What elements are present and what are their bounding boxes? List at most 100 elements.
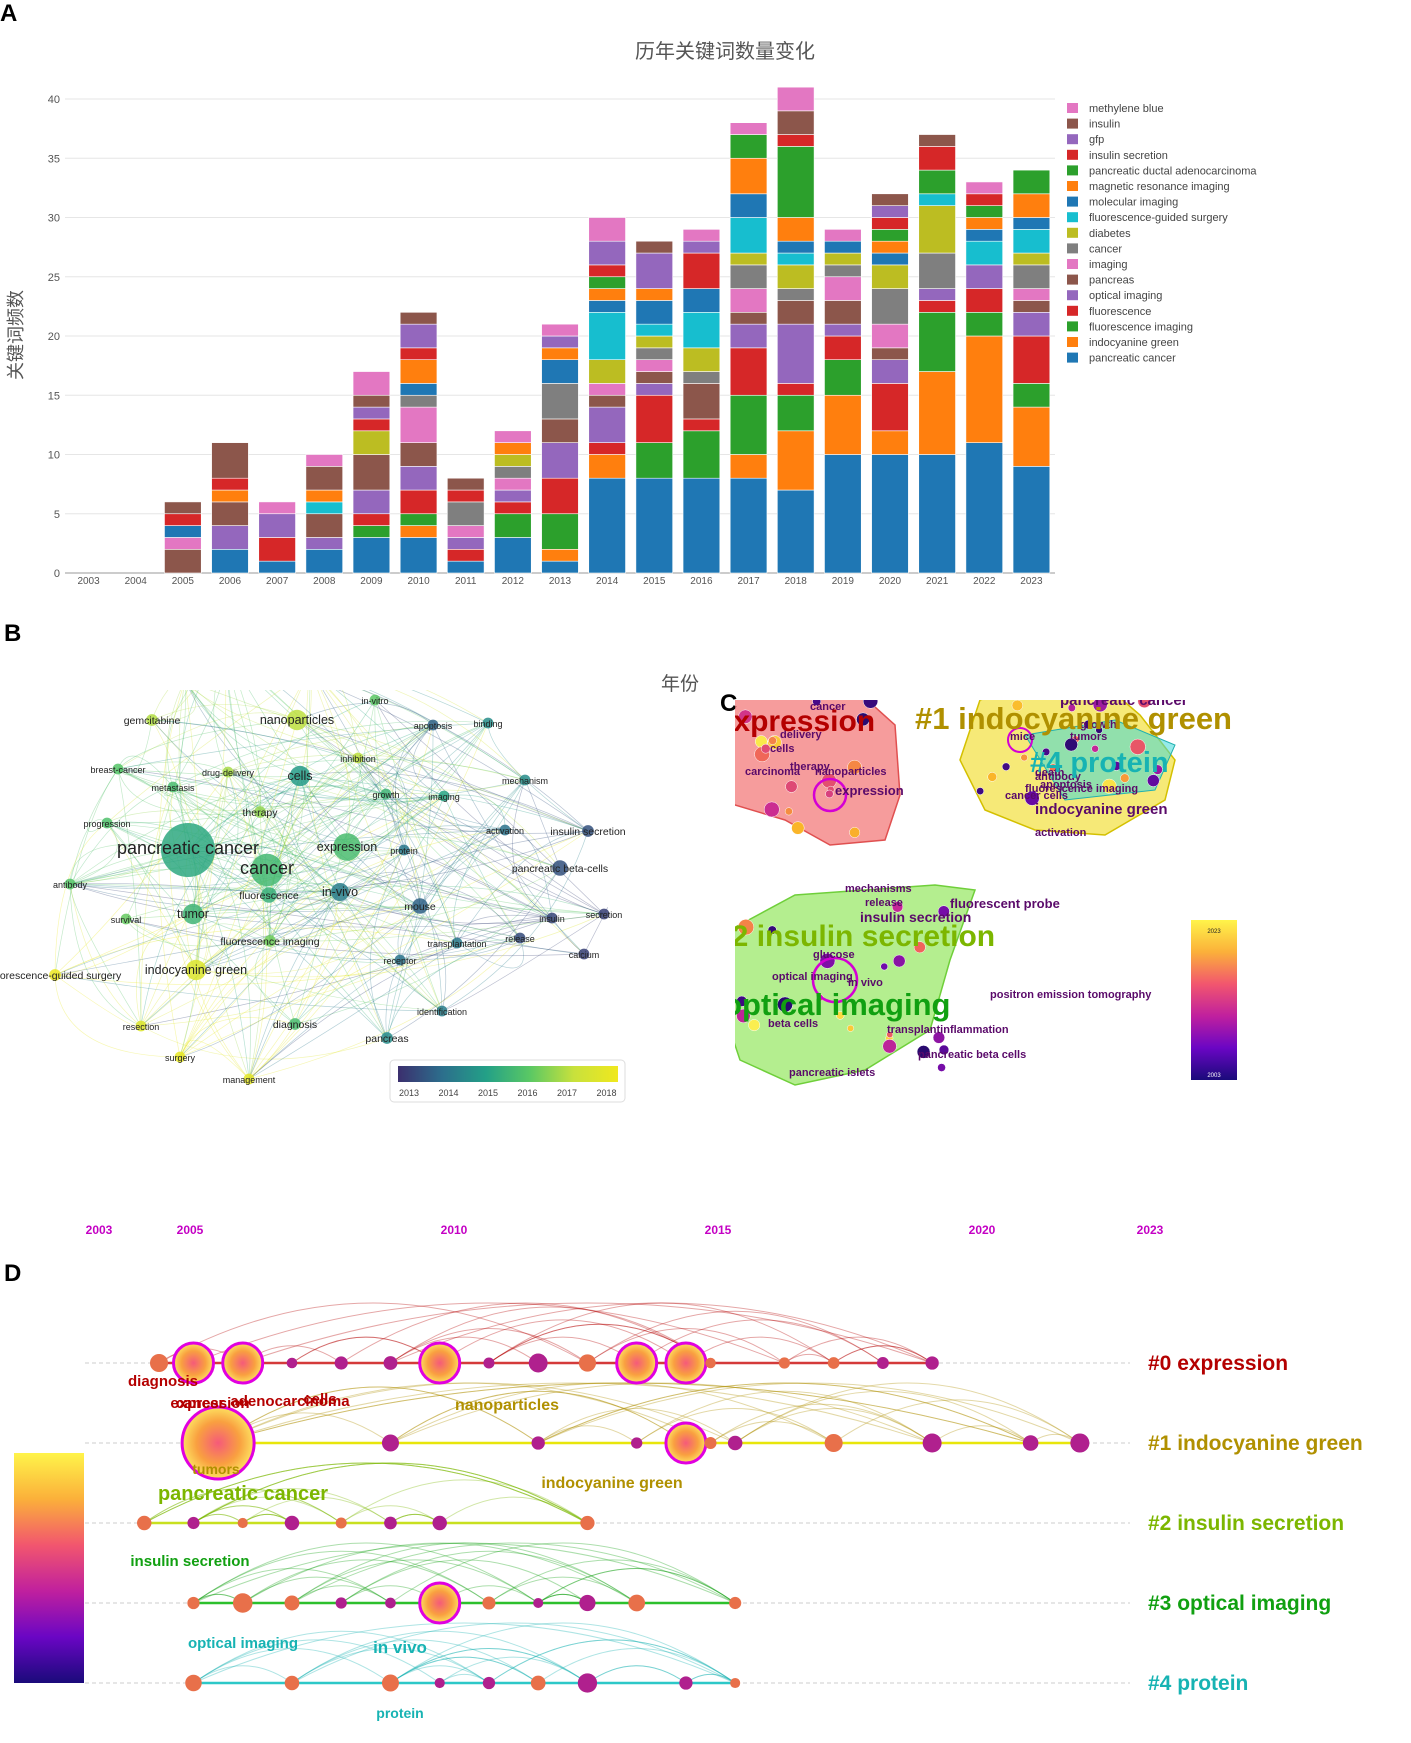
- timeline-arc: [340, 1505, 440, 1524]
- y-tick-label: 35: [48, 153, 60, 165]
- network-node-label: fluorescence-guided surgery: [0, 970, 122, 982]
- cluster-term-label: antibody: [1035, 771, 1082, 783]
- bar-segment: [352, 489, 391, 515]
- timeline-node: [1070, 1433, 1090, 1453]
- bar-segment: [211, 442, 249, 479]
- network-edge: [192, 699, 376, 915]
- cluster-term-label: transplantinflammation: [887, 1024, 1009, 1036]
- timeline-term-label: tumors: [192, 1461, 240, 1477]
- timeline-arc: [587, 1665, 687, 1684]
- network-edge: [248, 849, 405, 1080]
- timeline-node: [381, 1674, 399, 1692]
- network-edge: [54, 768, 119, 976]
- bar-segment: [588, 383, 626, 396]
- network-edge: [259, 792, 445, 813]
- bar-segment: [635, 335, 673, 349]
- network-edge: [227, 771, 267, 1080]
- timeline-arc: [193, 1550, 490, 1604]
- timeline-arc: [340, 1550, 637, 1604]
- timeline-node: [385, 1597, 396, 1609]
- bar-segment: [352, 394, 391, 408]
- network-node: [578, 948, 590, 960]
- network-edge: [487, 722, 589, 832]
- cluster-node: [768, 736, 777, 745]
- timeline-arc: [144, 1462, 588, 1524]
- timeline-node: [335, 1517, 347, 1529]
- timeline-node: [580, 1515, 595, 1531]
- timeline-node: [237, 1517, 248, 1529]
- network-edge: [269, 867, 561, 942]
- bar-segment: [729, 288, 768, 313]
- legend-swatch: [1067, 212, 1078, 223]
- bar-segment: [588, 264, 626, 278]
- bar-segment: [965, 311, 1003, 337]
- network-edge: [195, 830, 589, 971]
- legend-swatch: [1067, 165, 1078, 176]
- colorbar-bar: [14, 1453, 84, 1683]
- network-edge: [296, 719, 521, 939]
- network-node: [146, 714, 158, 726]
- network-edge: [165, 690, 194, 915]
- network-edge: [167, 690, 189, 788]
- bar-segment: [305, 513, 343, 538]
- bar-segment: [1012, 300, 1051, 313]
- bar-segment: [918, 146, 956, 171]
- bar-segment: [871, 217, 909, 230]
- network-edge: [125, 918, 271, 947]
- network-edge: [117, 719, 298, 770]
- network-node-label: gemcitabine: [124, 715, 181, 727]
- bar-segment: [682, 347, 721, 372]
- network-node: [582, 825, 594, 837]
- x-tick-label: 2005: [172, 576, 195, 587]
- network-edge: [456, 914, 553, 944]
- network-node: [222, 766, 234, 778]
- bar-segment: [824, 323, 862, 337]
- timeline-arc: [710, 1403, 933, 1444]
- bar-segment: [399, 525, 438, 538]
- network-edge: [191, 690, 388, 1039]
- network-edge: [172, 786, 341, 893]
- bar-segment: [588, 276, 626, 289]
- bar-segment: [164, 548, 202, 574]
- timeline-node: [187, 1596, 200, 1610]
- year-tick-label: 2023: [1137, 1223, 1164, 1237]
- network-edge: [187, 849, 388, 1039]
- timeline-arc: [587, 1665, 687, 1684]
- timeline-node: [630, 1437, 643, 1449]
- network-edge: [179, 722, 489, 1058]
- timeline-arc: [291, 1630, 588, 1684]
- network-edge: [179, 1017, 296, 1058]
- network-edge: [248, 724, 434, 1080]
- cluster-node: [777, 996, 793, 1013]
- legend-swatch: [1067, 274, 1078, 285]
- bar-segment: [965, 442, 1003, 574]
- network-edge: [106, 822, 421, 908]
- timeline-arc: [390, 1306, 711, 1364]
- network-edge: [54, 937, 521, 986]
- network-edge: [69, 883, 341, 893]
- bar-segment: [871, 288, 909, 325]
- timeline-arc: [242, 1576, 391, 1604]
- timeline-arc: [390, 1656, 539, 1684]
- legend-label: optical imaging: [1089, 290, 1162, 302]
- network-node: [546, 912, 558, 924]
- cluster-node: [1048, 763, 1058, 772]
- timeline-arc: [291, 1559, 539, 1604]
- cluster-node: [1042, 747, 1051, 756]
- network-node: [552, 860, 568, 876]
- bar-segment: [258, 560, 296, 574]
- cluster-label: #1 indocyanine green: [915, 701, 1232, 736]
- legend-swatch: [1067, 290, 1078, 301]
- timeline-node: [284, 1515, 300, 1531]
- bar-segment: [447, 525, 485, 538]
- cluster-node: [737, 919, 755, 936]
- cluster-term-label: pancreatic islets: [789, 1067, 875, 1079]
- network-node-label: tumor: [177, 907, 209, 921]
- network-edge: [106, 724, 434, 824]
- network-edge: [192, 771, 239, 915]
- timeline-arc: [217, 1382, 1031, 1444]
- network-node-label: release: [505, 934, 535, 944]
- bar-segment: [588, 300, 626, 313]
- timeline-arc: [931, 1425, 1031, 1444]
- timeline-node: [579, 1594, 596, 1612]
